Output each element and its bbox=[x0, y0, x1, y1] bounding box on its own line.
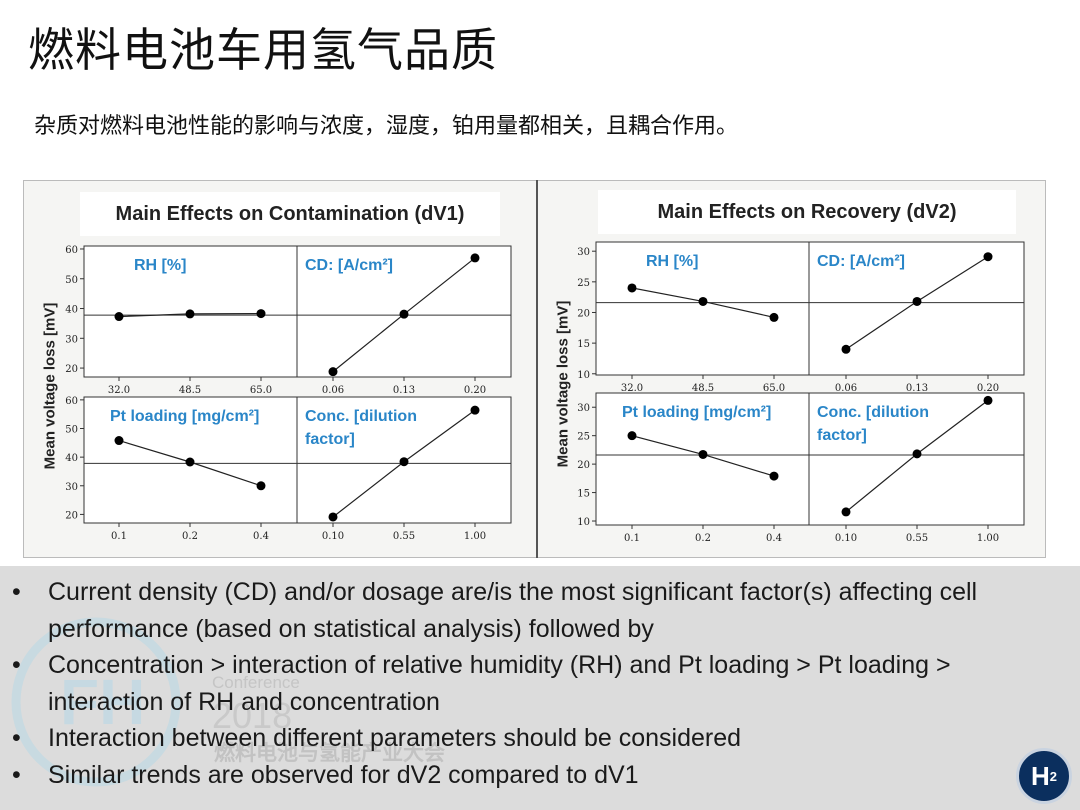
plot-area bbox=[595, 392, 1025, 526]
panel-label-line: factor] bbox=[305, 431, 355, 448]
panel-label: RH [%] bbox=[134, 257, 186, 274]
x-tick-label: 0.4 bbox=[766, 533, 782, 544]
plot-area bbox=[595, 241, 1025, 376]
y-tick-label: 25 bbox=[577, 278, 590, 289]
panel-label: RH [%] bbox=[646, 253, 698, 270]
x-tick-label: 32.0 bbox=[621, 383, 643, 394]
x-tick-label: 1.00 bbox=[977, 533, 999, 544]
panel-label: CD: [A/cm²] bbox=[305, 257, 393, 274]
data-point bbox=[912, 449, 922, 459]
summary-bullets: Current density (CD) and/or dosage are/i… bbox=[10, 574, 1072, 793]
x-tick-label: 0.13 bbox=[393, 385, 415, 396]
x-tick-label: 32.0 bbox=[108, 385, 130, 396]
x-tick-label: 0.55 bbox=[906, 533, 928, 544]
panel-label-line: Conc. [dilution bbox=[817, 404, 929, 421]
figure-divider bbox=[536, 180, 538, 558]
y-tick-label: 40 bbox=[65, 305, 78, 316]
x-tick-label: 0.2 bbox=[695, 533, 711, 544]
data-point bbox=[185, 457, 195, 467]
y-tick-label: 15 bbox=[577, 339, 590, 350]
x-tick-label: 0.2 bbox=[182, 531, 198, 542]
x-tick-label: 0.10 bbox=[835, 533, 857, 544]
x-tick-label: 65.0 bbox=[250, 385, 272, 396]
bullet-item: Concentration > interaction of relative … bbox=[10, 647, 1072, 720]
x-tick-label: 0.06 bbox=[835, 383, 857, 394]
bullet-item: Interaction between different parameters… bbox=[10, 720, 1072, 757]
data-point bbox=[256, 309, 266, 319]
data-point bbox=[470, 405, 480, 415]
chart-title-contamination: Main Effects on Contamination (dV1) bbox=[80, 192, 500, 236]
x-tick-label: 0.20 bbox=[464, 385, 486, 396]
panel-label: Conc. [dilution factor] bbox=[817, 404, 929, 444]
x-tick-label: 0.20 bbox=[977, 383, 999, 394]
panel-label-line: factor] bbox=[817, 427, 867, 444]
h2-logo-subscript: 2 bbox=[1049, 768, 1057, 784]
y-tick-label: 30 bbox=[577, 247, 590, 258]
data-point bbox=[769, 312, 779, 322]
y-tick-label: 20 bbox=[65, 510, 78, 521]
h2-logo-text: H bbox=[1030, 760, 1050, 791]
data-point bbox=[627, 431, 637, 441]
y-tick-label: 50 bbox=[65, 275, 78, 286]
data-point bbox=[983, 252, 993, 262]
data-point bbox=[399, 457, 409, 467]
data-point bbox=[698, 449, 708, 459]
y-tick-label: 20 bbox=[577, 460, 590, 471]
y-tick-label: 50 bbox=[65, 425, 78, 436]
x-tick-label: 0.55 bbox=[393, 531, 415, 542]
page-subtitle: 杂质对燃料电池性能的影响与浓度，湿度，铂用量都相关，且耦合作用。 bbox=[34, 114, 739, 139]
data-point bbox=[841, 507, 851, 517]
y-tick-label: 60 bbox=[65, 245, 78, 256]
y-tick-label: 40 bbox=[65, 453, 78, 464]
y-tick-label: 30 bbox=[65, 334, 78, 345]
y-tick-label: 10 bbox=[577, 517, 590, 528]
x-tick-label: 0.06 bbox=[322, 385, 344, 396]
bullet-item: Current density (CD) and/or dosage are/i… bbox=[10, 574, 1072, 647]
data-point bbox=[114, 312, 124, 322]
y-tick-label: 30 bbox=[65, 482, 78, 493]
data-point bbox=[114, 436, 124, 446]
data-point bbox=[470, 253, 480, 263]
data-point bbox=[841, 344, 851, 354]
panel-label-line: Conc. [dilution bbox=[305, 408, 417, 425]
data-point bbox=[399, 309, 409, 319]
x-tick-label: 0.1 bbox=[111, 531, 127, 542]
data-point bbox=[627, 283, 637, 293]
x-tick-label: 0.10 bbox=[322, 531, 344, 542]
x-tick-label: 48.5 bbox=[692, 383, 714, 394]
data-point bbox=[328, 367, 338, 377]
panel-label: Pt loading [mg/cm²] bbox=[622, 404, 771, 421]
panel-label: Conc. [dilution factor] bbox=[305, 408, 417, 448]
data-point bbox=[983, 395, 993, 405]
y-tick-label: 25 bbox=[577, 432, 590, 443]
y-tick-label: 15 bbox=[577, 489, 590, 500]
data-point bbox=[698, 296, 708, 306]
data-point bbox=[256, 481, 266, 491]
bullet-item: Similar trends are observed for dV2 comp… bbox=[10, 757, 1072, 794]
x-tick-label: 65.0 bbox=[763, 383, 785, 394]
chart-title-recovery: Main Effects on Recovery (dV2) bbox=[598, 190, 1016, 234]
panel-label: CD: [A/cm²] bbox=[817, 253, 905, 270]
data-point bbox=[912, 296, 922, 306]
y-tick-label: 10 bbox=[577, 370, 590, 381]
page-title: 燃料电池车用氢气品质 bbox=[28, 23, 498, 77]
x-tick-label: 0.13 bbox=[906, 383, 928, 394]
x-tick-label: 0.1 bbox=[624, 533, 640, 544]
x-tick-label: 1.00 bbox=[464, 531, 486, 542]
panel-label: Pt loading [mg/cm²] bbox=[110, 408, 259, 425]
x-tick-label: 48.5 bbox=[179, 385, 201, 396]
y-tick-label: 30 bbox=[577, 403, 590, 414]
y-tick-label: 60 bbox=[65, 396, 78, 407]
y-tick-label: 20 bbox=[577, 308, 590, 319]
y-tick-label: 20 bbox=[65, 364, 78, 375]
data-point bbox=[185, 309, 195, 319]
data-point bbox=[328, 512, 338, 522]
data-point bbox=[769, 471, 779, 481]
x-tick-label: 0.4 bbox=[253, 531, 269, 542]
